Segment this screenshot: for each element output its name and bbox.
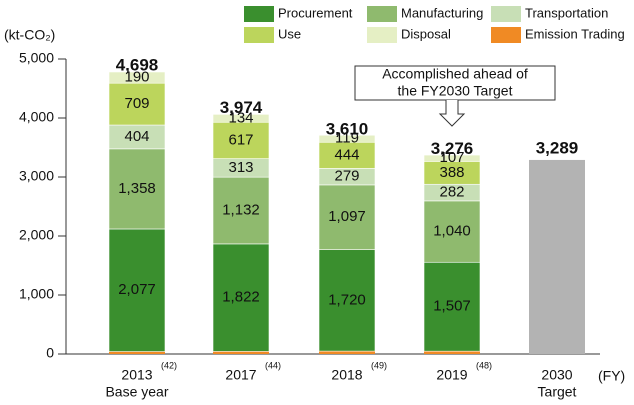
bar-segment (108, 71, 166, 84)
data-label: 1,132 (222, 201, 260, 218)
bar-segment (213, 351, 269, 354)
total-label: 3,610 (326, 119, 369, 138)
x-tick-label: 2019 (436, 367, 467, 383)
data-label: 1,720 (328, 291, 366, 308)
legend-label: Disposal (401, 26, 451, 41)
data-label: 119 (335, 130, 359, 147)
y-tick-label: 2,000 (19, 227, 54, 243)
data-label: 313 (228, 159, 253, 176)
legend-label: Emission Trading (525, 26, 625, 41)
bar-segment (319, 351, 375, 354)
legend-swatch (491, 27, 521, 43)
bar-segment (424, 351, 480, 354)
y-axis-label: (kt-CO₂) (4, 27, 55, 43)
bar-segment (423, 154, 481, 162)
data-label: 279 (334, 168, 359, 185)
data-label: 388 (439, 164, 464, 181)
data-label: 1,507 (433, 298, 471, 315)
bar-segment (212, 176, 270, 245)
x-tick-sublabel: Base year (105, 384, 168, 400)
data-label: (49) (371, 360, 387, 370)
target-bar (529, 159, 585, 354)
bar-segment (318, 184, 376, 250)
annotation-arrow (438, 100, 466, 127)
legend-swatch (367, 27, 397, 43)
y-tick-label: 0 (46, 345, 54, 361)
data-label: 1,822 (222, 289, 260, 306)
x-tick-sublabel: Target (538, 384, 577, 400)
total-label: 4,698 (116, 55, 159, 74)
x-axis-label: (FY) (598, 368, 625, 384)
bar-segment (212, 243, 270, 352)
y-tick-label: 5,000 (19, 50, 54, 66)
data-label: 282 (439, 184, 464, 201)
data-label: 2,077 (118, 281, 156, 298)
total-label: 3,289 (536, 138, 579, 157)
bar-segment (423, 200, 481, 263)
x-tick-label: 2017 (225, 367, 256, 383)
legend-swatch (244, 6, 274, 22)
data-label: (44) (265, 360, 281, 370)
data-label: 190 (124, 69, 149, 86)
x-tick-label: 2030 (541, 367, 572, 383)
data-label: 617 (228, 131, 253, 148)
y-tick-label: 1,000 (19, 286, 54, 302)
data-label: 134 (228, 109, 253, 126)
legend-label: Transportation (525, 5, 608, 20)
total-label: 3,974 (220, 98, 263, 117)
bar-segment (108, 82, 166, 126)
legend-label: Use (278, 26, 301, 41)
annotation: Accomplished ahead of (382, 66, 528, 82)
data-label: 444 (334, 146, 359, 163)
bar-segment (108, 148, 166, 230)
bar-segment (318, 249, 376, 352)
bar-segment (212, 121, 270, 159)
bar-segment (212, 114, 270, 123)
annotation: the FY2030 Target (398, 83, 513, 99)
data-label: 107 (439, 149, 464, 166)
annotation-box (354, 65, 556, 101)
legend-swatch (244, 27, 274, 43)
bar-segment (318, 141, 376, 169)
legend-label: Procurement (278, 5, 353, 20)
bar-segment (423, 261, 481, 352)
bar-segment (318, 134, 376, 143)
y-tick-label: 3,000 (19, 168, 54, 184)
data-label: 404 (124, 128, 149, 145)
legend-swatch (491, 6, 521, 22)
data-label: 1,097 (328, 208, 366, 225)
data-label: 709 (124, 95, 149, 112)
y-tick-label: 4,000 (19, 109, 54, 125)
data-label: (48) (476, 360, 492, 370)
legend-label: Manufacturing (401, 5, 483, 20)
data-label: 1,040 (433, 223, 471, 240)
bar-segment (109, 351, 165, 354)
total-label: 3,276 (431, 139, 474, 158)
data-label: 1,358 (118, 180, 156, 197)
x-tick-label: 2013 (121, 367, 152, 383)
x-tick-label: 2018 (331, 367, 362, 383)
data-label: (42) (161, 360, 177, 370)
legend-swatch (367, 6, 397, 22)
bar-segment (108, 228, 166, 352)
